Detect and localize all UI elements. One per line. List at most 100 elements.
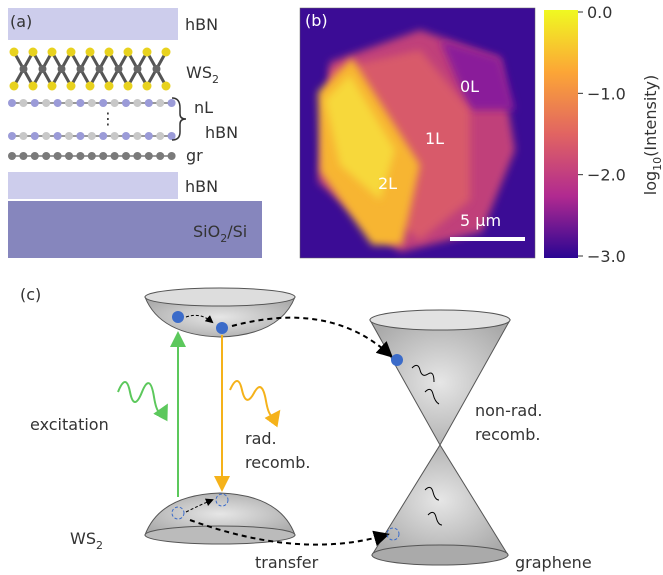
panel-label: (c) (20, 285, 41, 304)
atom (145, 132, 153, 140)
s-atom (105, 82, 114, 91)
tick-label: −3.0 (587, 247, 626, 266)
layer-label: hBN (205, 123, 238, 142)
ellipsis: ⋮ (100, 109, 116, 128)
s-atom (86, 48, 95, 57)
tick-label: 0.0 (587, 3, 612, 22)
label: recomb. (245, 453, 310, 472)
cone-rim (372, 545, 508, 565)
s-atom (48, 82, 57, 91)
atom (76, 132, 84, 140)
label: rad. (245, 429, 277, 448)
panel-a: (a) hBN WS2 ⋮ nL hBN gr hBN SiO2/Si (8, 8, 262, 258)
atom (168, 152, 176, 160)
photon (118, 382, 166, 413)
atom (145, 99, 153, 107)
region-label: 2L (378, 174, 397, 193)
atom (111, 132, 119, 140)
atom (31, 132, 39, 140)
atom (8, 152, 16, 160)
s-atom (29, 82, 38, 91)
label: WS2 (70, 529, 103, 552)
graphene-cone-bottom (372, 445, 508, 555)
panel-b: (b) 0L 1L 2L 5 µm 0.0−1.0−2.0−3.0 log10(… (300, 3, 663, 266)
atom (19, 152, 27, 160)
electron (172, 311, 184, 323)
atom (133, 152, 141, 160)
atom (133, 99, 141, 107)
w-atom (58, 65, 66, 73)
atom (122, 99, 130, 107)
atom (42, 99, 50, 107)
atom (42, 152, 50, 160)
atom (54, 99, 62, 107)
layer-label: WS2 (186, 63, 219, 86)
electron (391, 354, 403, 366)
panel-label: (a) (10, 12, 32, 31)
s-atom (29, 48, 38, 57)
atom (19, 132, 27, 140)
atom (168, 132, 176, 140)
atom (133, 132, 141, 140)
w-atom (134, 65, 142, 73)
band-top (145, 288, 295, 306)
atom (42, 132, 50, 140)
atom (76, 99, 84, 107)
s-atom (67, 82, 76, 91)
hbn-layer (8, 172, 178, 199)
label: recomb. (475, 425, 540, 444)
atom (8, 132, 16, 140)
atom (156, 99, 164, 107)
layer-label: gr (186, 146, 203, 165)
atom (88, 152, 96, 160)
s-atom (48, 48, 57, 57)
atom (122, 132, 130, 140)
atom (88, 132, 96, 140)
colorbar-ticks: 0.0−1.0−2.0−3.0 (578, 3, 626, 266)
s-atom (143, 48, 152, 57)
s-atom (105, 48, 114, 57)
w-atom (115, 65, 123, 73)
hbn-layer (8, 8, 178, 40)
electron (216, 322, 228, 334)
atom (122, 152, 130, 160)
atom (65, 99, 73, 107)
panel-c: (c) excitation rad. recomb. WS2 transfer… (20, 285, 592, 572)
atom (88, 99, 96, 107)
layer-label: hBN (185, 15, 218, 34)
atom (168, 99, 176, 107)
panel-label: (b) (305, 11, 328, 30)
s-atom (143, 82, 152, 91)
colorbar (544, 10, 578, 258)
label: transfer (255, 553, 319, 572)
s-atom (67, 48, 76, 57)
region-label: 1L (425, 129, 444, 148)
cone-rim (370, 310, 510, 330)
s-atom (10, 48, 19, 57)
atom (31, 152, 39, 160)
substrate (8, 201, 262, 258)
s-atom (10, 82, 19, 91)
layer-label: nL (194, 98, 213, 117)
s-atom (124, 48, 133, 57)
atom (99, 152, 107, 160)
atom (65, 152, 73, 160)
atom (111, 152, 119, 160)
w-atom (96, 65, 104, 73)
label: graphene (515, 553, 592, 572)
atom (8, 99, 16, 107)
label: excitation (30, 415, 109, 434)
figure: (a) hBN WS2 ⋮ nL hBN gr hBN SiO2/Si (b) … (0, 0, 663, 575)
label: non-rad. (475, 401, 542, 420)
atom (99, 99, 107, 107)
scale-bar-label: 5 µm (460, 211, 501, 230)
photon (230, 381, 278, 417)
s-atom (162, 48, 171, 57)
s-atom (162, 82, 171, 91)
colorbar-label: log10(Intensity) (641, 75, 663, 196)
atom (19, 99, 27, 107)
s-atom (124, 82, 133, 91)
atom (99, 132, 107, 140)
s-atom (86, 82, 95, 91)
tick-label: −2.0 (587, 166, 626, 185)
